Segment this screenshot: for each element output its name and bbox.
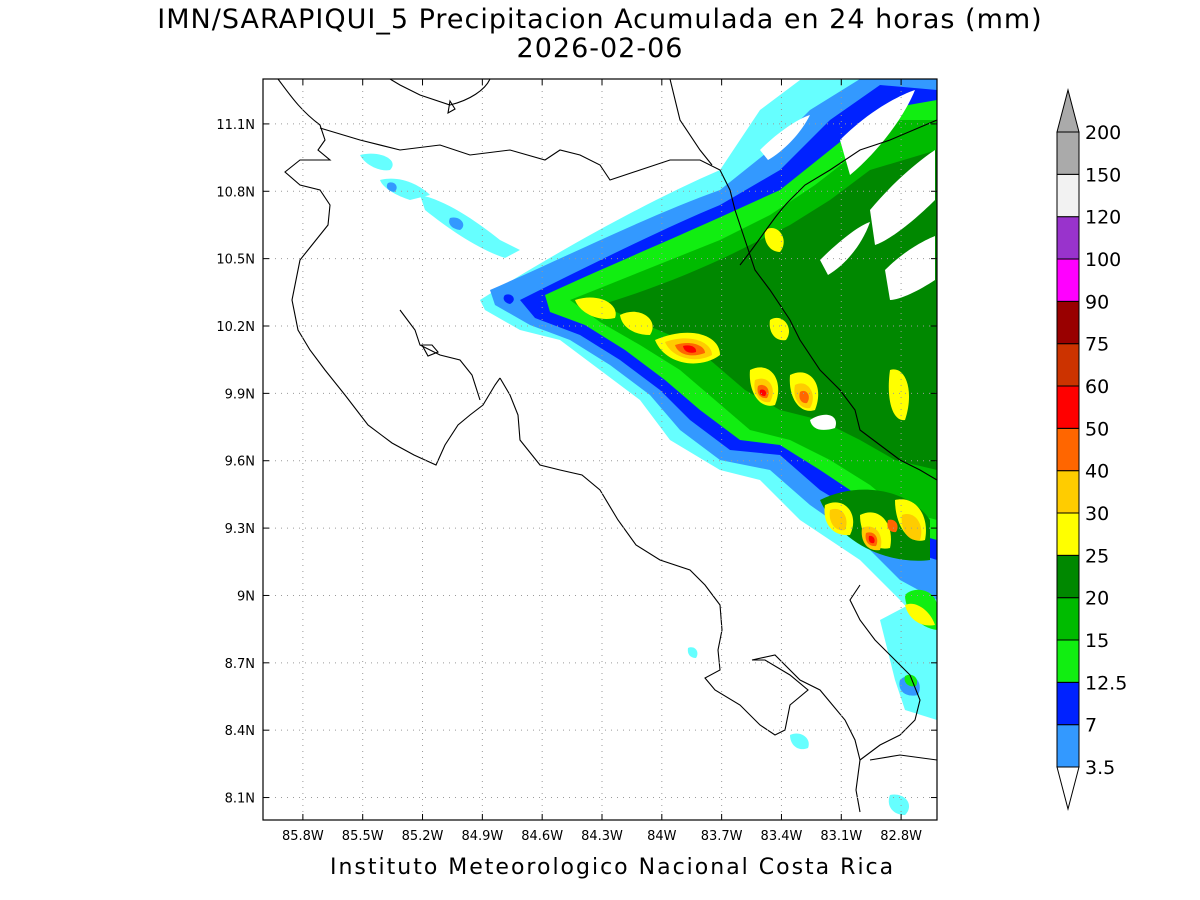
colorbar-box — [1056, 131, 1080, 175]
x-tick-label: 84.6W — [521, 829, 563, 844]
colorbar-box — [1056, 639, 1080, 683]
colorbar-label: 150 — [1085, 164, 1121, 186]
colorbar-high-arrow — [1056, 88, 1080, 133]
x-tick-label: 83.1W — [820, 829, 862, 844]
y-axis: 11.1N 10.8N 10.5N 10.2N 9.9N 9.6N 9.3N 9N 8.7N 8.… — [216, 118, 937, 807]
colorbar-label: 25 — [1085, 545, 1109, 567]
x-tick-label: 84W — [647, 829, 677, 844]
colorbar-label: 40 — [1085, 461, 1109, 483]
colorbar-label: 20 — [1085, 588, 1109, 610]
colorbar-box — [1056, 681, 1080, 726]
y-tick-label: 8.4N — [225, 724, 255, 739]
colorbar-box — [1056, 258, 1080, 302]
y-tick-label: 8.7N — [225, 657, 255, 672]
x-tick-label: 82.8W — [880, 829, 922, 844]
colorbar-box — [1056, 385, 1080, 429]
x-tick-label: 84.3W — [581, 829, 623, 844]
colorbar-box — [1056, 300, 1080, 345]
colorbar-label: 75 — [1085, 334, 1109, 356]
x-tick-label: 83.7W — [701, 829, 743, 844]
grid — [263, 79, 937, 820]
x-tick-label: 84.9W — [461, 829, 503, 844]
x-tick-label: 83.4W — [761, 829, 803, 844]
colorbar-label: 100 — [1085, 249, 1121, 271]
colorbar-label: 3.5 — [1085, 757, 1115, 779]
colorbar-label: 200 — [1085, 122, 1121, 144]
colorbar-label: 120 — [1085, 207, 1121, 229]
y-tick-label: 10.5N — [216, 253, 255, 268]
y-tick-label: 8.1N — [225, 792, 255, 807]
colorbar-label: 15 — [1085, 630, 1109, 652]
map-title: IMN/SARAPIQUI_5 Precipitacion Acumulada … — [157, 4, 1043, 35]
colorbar-box — [1056, 470, 1080, 514]
y-tick-label: 9.3N — [225, 522, 255, 537]
colorbar-box — [1056, 724, 1080, 768]
colorbar-box — [1056, 554, 1080, 599]
map-frame — [262, 78, 938, 821]
colorbar-box — [1056, 512, 1080, 556]
y-tick-label: 10.8N — [216, 185, 255, 200]
map-date: 2026-02-06 — [516, 33, 684, 64]
y-tick-label: 9N — [237, 589, 255, 604]
colorbar-low-arrow — [1056, 766, 1080, 811]
colorbar-box — [1056, 173, 1080, 218]
footer-credit: Instituto Meteorologico Nacional Costa R… — [330, 855, 896, 880]
y-tick-label: 9.9N — [225, 387, 255, 402]
colorbar-box — [1056, 343, 1080, 387]
colorbar-label: 50 — [1085, 418, 1109, 440]
y-tick-label: 9.6N — [225, 455, 255, 470]
colorbar-label: 12.5 — [1085, 672, 1127, 694]
colorbar-label: 7 — [1085, 715, 1097, 737]
x-tick-label: 85.8W — [282, 829, 324, 844]
colorbar-label: 60 — [1085, 376, 1109, 398]
precipitation-field — [360, 79, 937, 815]
y-tick-label: 11.1N — [216, 118, 255, 133]
colorbar-box — [1056, 427, 1080, 472]
x-tick-label: 85.2W — [402, 829, 444, 844]
y-tick-label: 10.2N — [216, 320, 255, 335]
colorbar-box — [1056, 216, 1080, 260]
colorbar-box — [1056, 597, 1080, 641]
x-tick-label: 85.5W — [342, 829, 384, 844]
colorbar-label: 90 — [1085, 291, 1109, 313]
colorbar-label: 30 — [1085, 503, 1109, 525]
colorbar: 3.5 7 12.5 15 20 25 30 40 50 60 75 90 100 120 150 200 — [1056, 88, 1127, 811]
x-axis: 85.8W 85.5W 85.2W 84.9W 84.6W 84.3W 84W 83.7W 83… — [282, 79, 922, 844]
